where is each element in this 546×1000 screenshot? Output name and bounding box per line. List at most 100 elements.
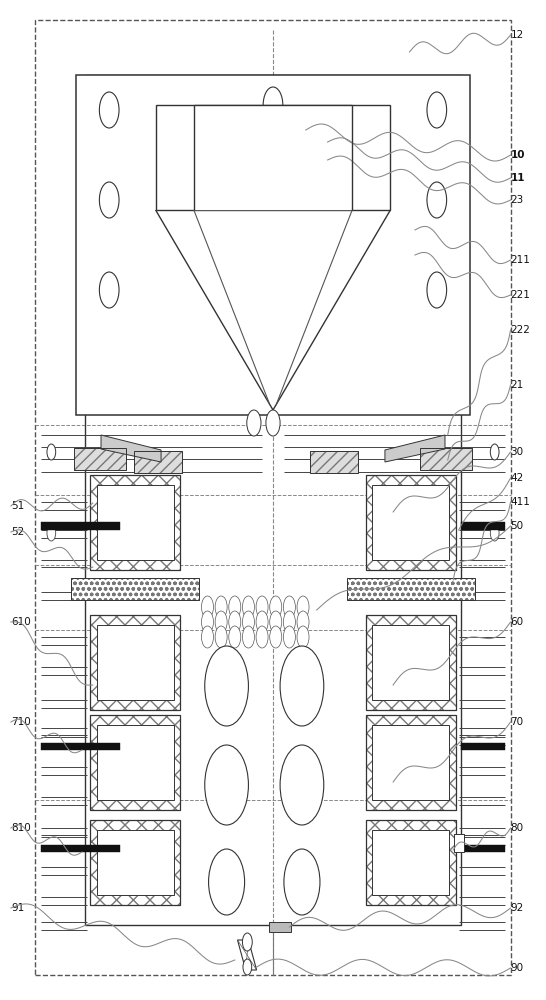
Circle shape (263, 87, 283, 123)
Circle shape (215, 596, 227, 618)
Circle shape (270, 596, 282, 618)
Bar (35, 20, 511, 975)
Bar (372, 725, 449, 800)
Bar (269, 922, 291, 932)
Bar (41, 845, 120, 852)
Circle shape (205, 646, 248, 726)
Bar (90, 715, 180, 810)
Circle shape (256, 611, 268, 633)
Circle shape (297, 626, 309, 648)
Bar (85, 75, 461, 925)
Circle shape (229, 596, 241, 618)
Circle shape (266, 410, 280, 436)
Text: 60: 60 (511, 617, 524, 627)
Bar (366, 820, 456, 905)
Bar (97, 625, 174, 700)
Bar (97, 485, 174, 560)
Circle shape (242, 933, 252, 951)
Text: 710: 710 (11, 717, 31, 727)
Bar (90, 475, 180, 570)
Circle shape (99, 182, 119, 218)
Circle shape (280, 646, 324, 726)
Bar (461, 845, 505, 852)
Text: 211: 211 (511, 255, 530, 265)
Text: 23: 23 (511, 195, 524, 205)
Circle shape (99, 92, 119, 128)
Circle shape (205, 745, 248, 825)
Circle shape (490, 444, 499, 460)
Circle shape (427, 92, 447, 128)
Text: 51: 51 (11, 501, 24, 511)
Bar (74, 448, 126, 470)
Bar (366, 715, 456, 810)
Bar (134, 451, 182, 473)
Circle shape (215, 626, 227, 648)
Bar (310, 451, 358, 473)
Polygon shape (238, 940, 257, 970)
Bar (71, 578, 199, 600)
Bar (194, 105, 352, 210)
Bar (461, 743, 505, 750)
Bar (372, 485, 449, 560)
Text: 52: 52 (11, 527, 24, 537)
Bar (372, 625, 449, 700)
Bar (366, 715, 456, 810)
Bar (420, 448, 472, 470)
Bar (366, 820, 456, 905)
Circle shape (490, 525, 499, 541)
Circle shape (242, 626, 254, 648)
Text: 12: 12 (511, 30, 524, 40)
Text: 30: 30 (511, 447, 524, 457)
Circle shape (297, 611, 309, 633)
Circle shape (270, 611, 282, 633)
Circle shape (427, 182, 447, 218)
Circle shape (201, 626, 213, 648)
Bar (90, 475, 180, 570)
Circle shape (215, 611, 227, 633)
Circle shape (99, 272, 119, 308)
Text: 92: 92 (511, 903, 524, 913)
Bar (76, 75, 470, 415)
Bar (366, 615, 456, 710)
Circle shape (270, 626, 282, 648)
Text: 610: 610 (11, 617, 31, 627)
Polygon shape (101, 435, 161, 462)
Circle shape (283, 626, 295, 648)
Bar (347, 578, 475, 600)
Circle shape (201, 596, 213, 618)
Text: 80: 80 (511, 823, 524, 833)
Circle shape (201, 611, 213, 633)
Text: 221: 221 (511, 290, 530, 300)
Bar (74, 448, 126, 470)
Bar (97, 830, 174, 895)
Text: 10: 10 (511, 150, 525, 160)
Bar (420, 448, 472, 470)
Circle shape (242, 611, 254, 633)
Polygon shape (385, 435, 445, 462)
Bar (90, 820, 180, 905)
Circle shape (229, 626, 241, 648)
Text: 91: 91 (11, 903, 24, 913)
Bar (97, 725, 174, 800)
Circle shape (427, 272, 447, 308)
Circle shape (242, 596, 254, 618)
Bar (90, 615, 180, 710)
Bar (134, 451, 182, 473)
Bar (41, 743, 120, 750)
Bar (156, 105, 390, 210)
Text: 11: 11 (511, 173, 525, 183)
Circle shape (47, 444, 56, 460)
Circle shape (284, 849, 320, 915)
Bar (90, 615, 180, 710)
Circle shape (247, 410, 261, 436)
Circle shape (280, 745, 324, 825)
Circle shape (256, 626, 268, 648)
Circle shape (209, 849, 245, 915)
Circle shape (283, 611, 295, 633)
Bar (366, 475, 456, 570)
Text: 90: 90 (511, 963, 524, 973)
Text: 21: 21 (511, 380, 524, 390)
Text: 42: 42 (511, 473, 524, 483)
Circle shape (297, 596, 309, 618)
Text: 411: 411 (511, 497, 530, 507)
